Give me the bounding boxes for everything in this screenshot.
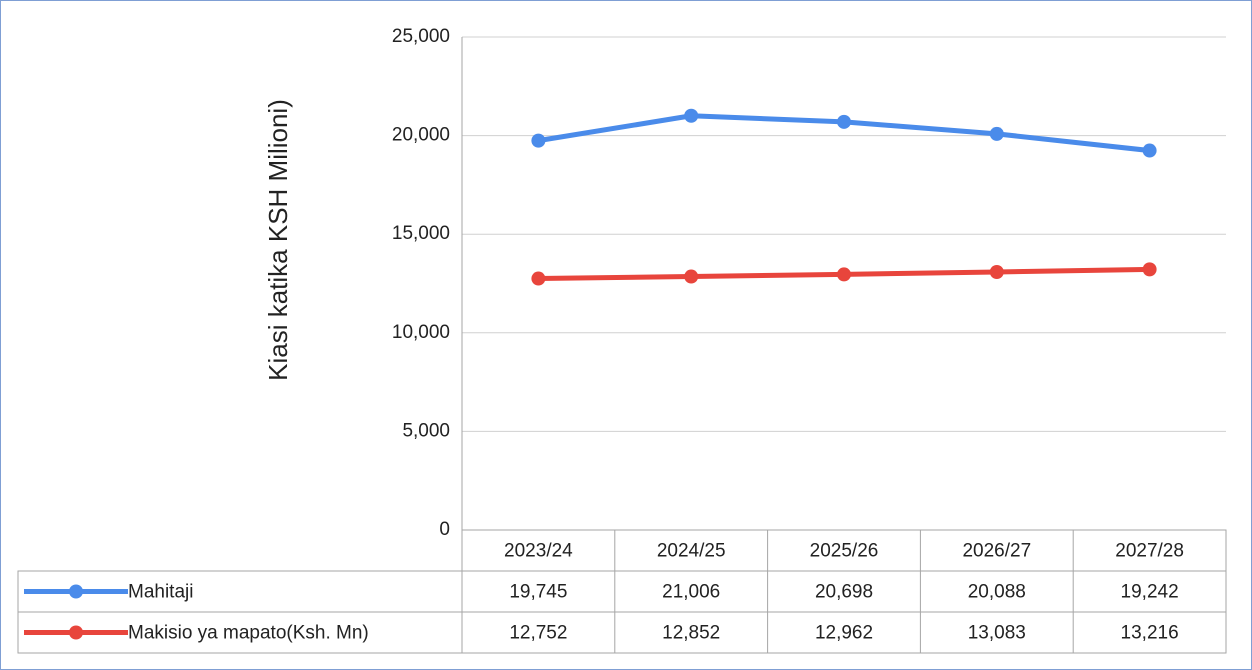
data-point — [531, 133, 546, 148]
data-point — [531, 271, 546, 286]
data-point — [989, 126, 1004, 141]
table-value: 12,852 — [662, 623, 720, 644]
table-value: 20,698 — [815, 582, 873, 603]
data-point — [837, 114, 851, 129]
x-tick-label: 2023/24 — [504, 541, 573, 562]
legend-marker — [69, 625, 83, 640]
table-value: 19,745 — [509, 582, 567, 603]
data-point — [989, 265, 1004, 280]
y-tick-label: 15,000 — [392, 223, 450, 244]
table-value: 13,083 — [968, 623, 1026, 644]
legend-label: Makisio ya mapato(Ksh. Mn) — [128, 623, 369, 644]
table-value: 21,006 — [662, 582, 720, 603]
table-value: 12,962 — [815, 623, 873, 644]
table-value: 13,216 — [1121, 623, 1179, 644]
data-point — [1142, 262, 1157, 277]
x-tick-label: 2025/26 — [810, 541, 879, 562]
y-tick-label: 25,000 — [392, 26, 450, 47]
y-tick-label: 5,000 — [402, 420, 450, 441]
x-tick-label: 2027/28 — [1115, 541, 1184, 562]
legend-label: Mahitaji — [128, 582, 193, 603]
y-axis-label: Kiasi katika KSH Milioni) — [263, 99, 293, 381]
table-value: 19,242 — [1121, 582, 1179, 603]
data-point — [1142, 143, 1157, 158]
y-tick-label: 0 — [439, 519, 450, 540]
x-tick-label: 2024/25 — [657, 541, 726, 562]
x-tick-label: 2026/27 — [962, 541, 1031, 562]
table-value: 12,752 — [509, 623, 567, 644]
y-tick-label: 10,000 — [392, 322, 450, 343]
y-tick-label: 20,000 — [392, 125, 450, 146]
data-point — [684, 269, 699, 284]
data-point — [837, 267, 851, 282]
legend-marker — [69, 584, 83, 599]
table-value: 20,088 — [968, 582, 1026, 603]
data-point — [684, 108, 699, 123]
